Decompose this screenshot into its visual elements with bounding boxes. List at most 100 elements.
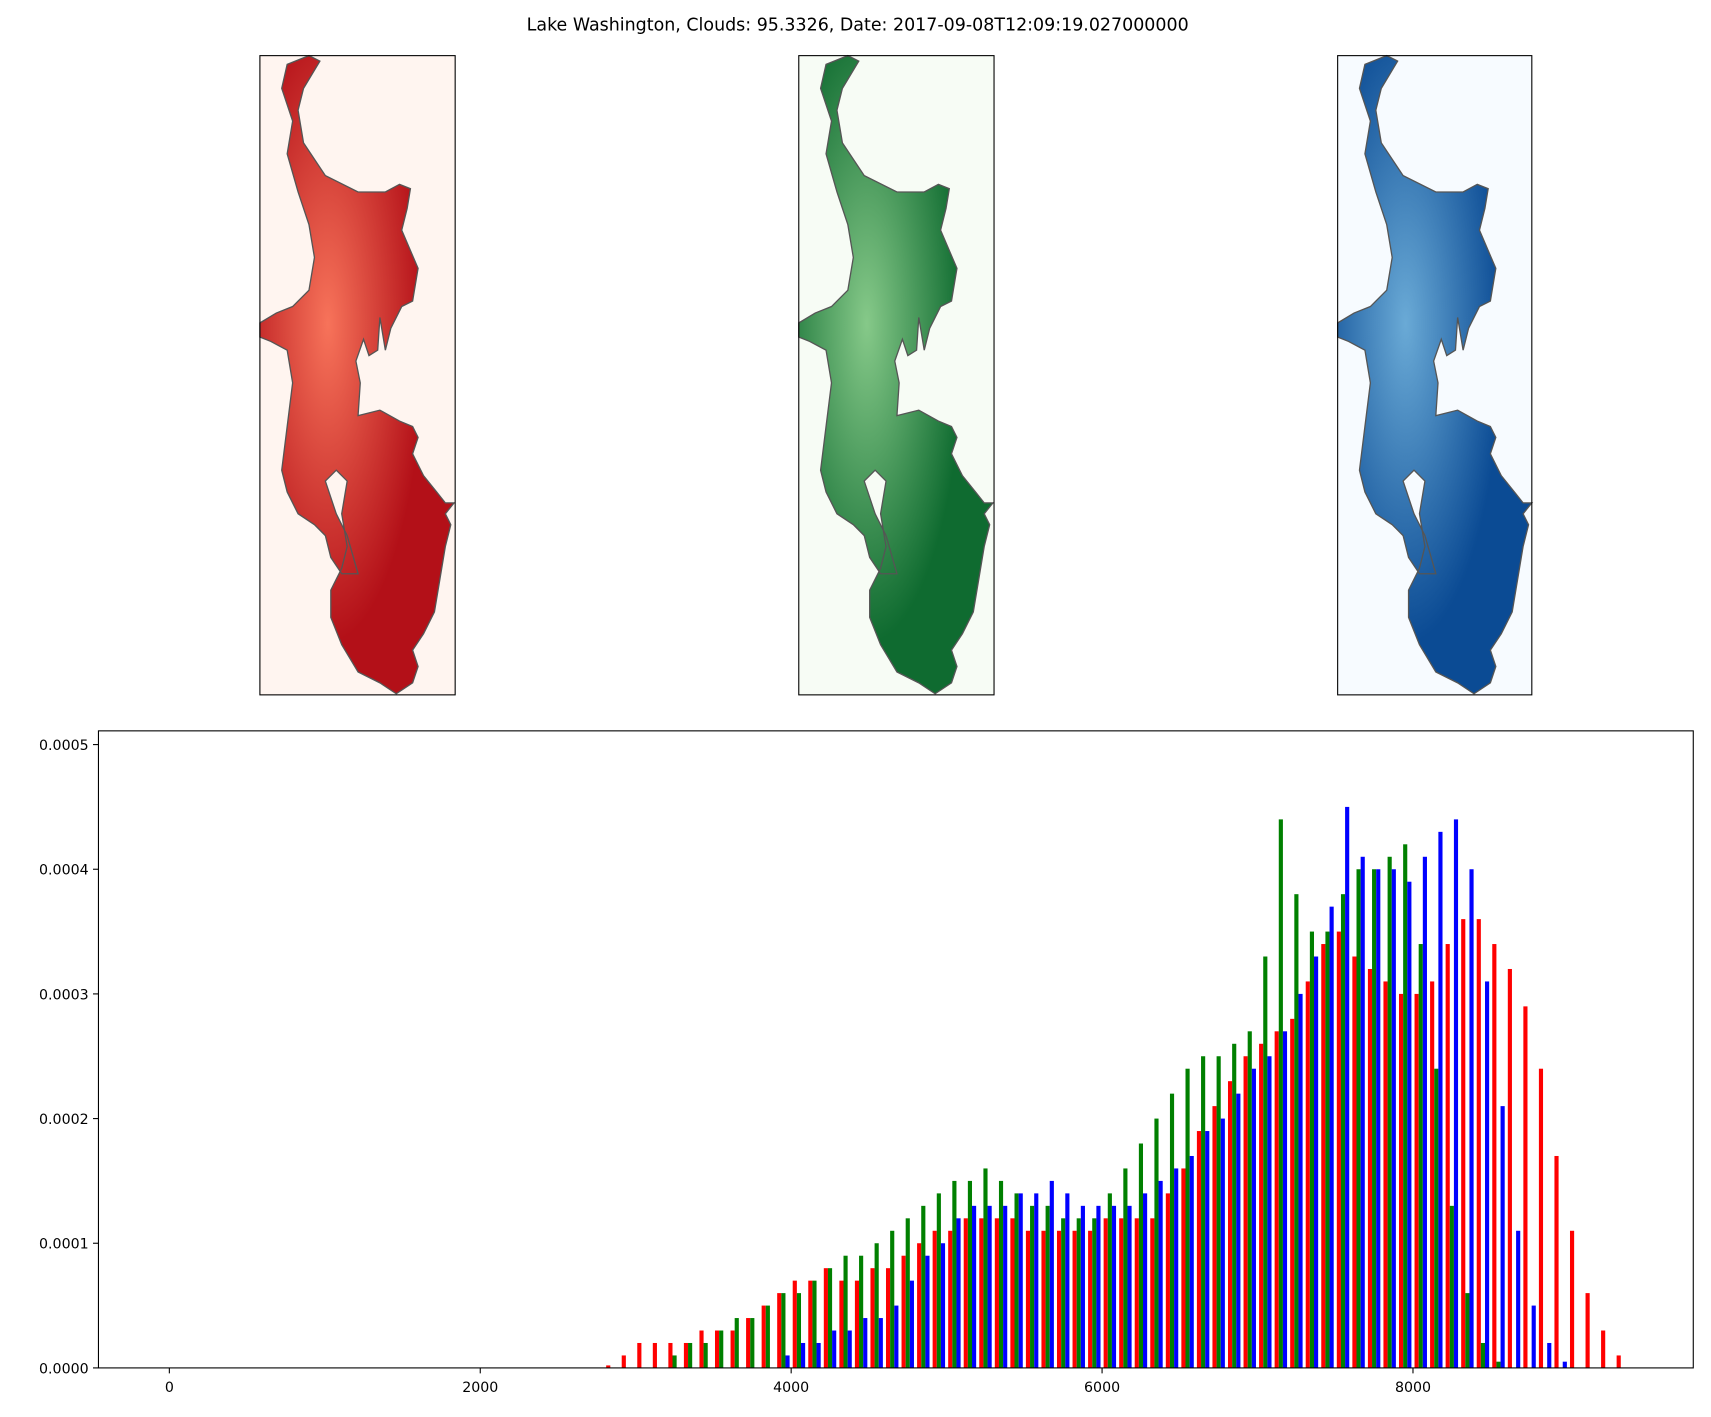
- bar: [816, 1342, 821, 1368]
- bar: [1088, 1230, 1093, 1368]
- bar: [1492, 944, 1497, 1368]
- bar: [1585, 1293, 1590, 1368]
- bar: [1205, 1131, 1210, 1368]
- bar: [1243, 1056, 1248, 1368]
- bar: [1065, 1193, 1070, 1368]
- bar: [979, 1218, 984, 1368]
- bar: [792, 1280, 797, 1368]
- bar: [1076, 1218, 1081, 1368]
- bar: [1150, 1218, 1155, 1368]
- bar: [1267, 1056, 1272, 1368]
- bar: [746, 1318, 751, 1368]
- bar: [1227, 1081, 1233, 1368]
- bar: [1554, 1155, 1559, 1368]
- bar: [785, 1355, 790, 1368]
- bar: [1325, 931, 1330, 1368]
- bar: [1165, 1193, 1170, 1368]
- bar: [1469, 869, 1474, 1368]
- bar: [672, 1355, 677, 1368]
- bar: [1562, 1361, 1567, 1368]
- bar: [1201, 1056, 1206, 1368]
- bar: [1080, 1205, 1085, 1368]
- bar: [1259, 1043, 1264, 1368]
- bar: [1376, 869, 1381, 1368]
- bar: [1305, 981, 1310, 1368]
- bar: [956, 1218, 961, 1368]
- bar: [765, 1305, 770, 1368]
- bar: [1092, 1218, 1097, 1368]
- bar: [1336, 931, 1341, 1368]
- bar: [781, 1293, 786, 1368]
- bar: [1407, 881, 1412, 1368]
- bar: [1030, 1205, 1035, 1368]
- bar: [1430, 981, 1435, 1368]
- bar: [714, 1330, 720, 1368]
- bar: [1212, 1106, 1217, 1368]
- bar: [1096, 1205, 1101, 1368]
- bar: [652, 1342, 657, 1368]
- bar: [1309, 931, 1315, 1368]
- y-tick-label: 0.0005: [39, 738, 89, 754]
- bar: [940, 1243, 946, 1368]
- bar: [1056, 1230, 1062, 1368]
- bar: [1601, 1330, 1606, 1368]
- bar: [1461, 919, 1466, 1368]
- bar: [719, 1330, 724, 1368]
- bar: [1616, 1355, 1621, 1368]
- bar: [777, 1293, 782, 1368]
- bar: [1061, 1218, 1066, 1368]
- bar: [1189, 1155, 1194, 1368]
- bar: [1507, 968, 1512, 1368]
- bar: [832, 1330, 837, 1368]
- bar: [1438, 831, 1443, 1368]
- bar: [1018, 1193, 1023, 1368]
- bar: [1134, 1218, 1139, 1368]
- bar: [987, 1205, 992, 1368]
- bar: [972, 1205, 977, 1368]
- bar: [1516, 1230, 1521, 1368]
- bar: [1232, 1043, 1237, 1368]
- bar: [1321, 944, 1326, 1368]
- x-tick-label: 2000: [462, 1380, 498, 1396]
- bar: [917, 1243, 922, 1368]
- bar: [1185, 1068, 1190, 1368]
- bar: [1372, 869, 1377, 1368]
- bar: [750, 1318, 755, 1368]
- bar: [909, 1280, 914, 1368]
- bar: [1174, 1168, 1179, 1368]
- bar: [1138, 1143, 1144, 1368]
- bar: [668, 1342, 673, 1368]
- bar: [1154, 1118, 1159, 1368]
- bar: [890, 1230, 895, 1368]
- bar: [683, 1342, 689, 1368]
- bar: [952, 1180, 957, 1368]
- bar: [1345, 806, 1350, 1368]
- bar: [1025, 1230, 1031, 1368]
- figure-title: Lake Washington, Clouds: 95.3326, Date: …: [527, 16, 1189, 36]
- bar: [1143, 1193, 1148, 1368]
- bar: [1049, 1180, 1054, 1368]
- y-tick-label: 0.0000: [39, 1361, 89, 1377]
- bar: [1480, 1342, 1486, 1368]
- green-panel: [798, 54, 995, 696]
- bar: [1294, 894, 1299, 1368]
- bar: [1476, 919, 1481, 1368]
- plot-frame: [97, 730, 1694, 1369]
- bar: [1329, 906, 1334, 1368]
- bar: [983, 1168, 988, 1368]
- bar: [1107, 1193, 1112, 1368]
- bar: [1220, 1118, 1225, 1368]
- bar: [1216, 1056, 1221, 1368]
- x-tick-label: 4000: [773, 1380, 809, 1396]
- blue-panel: [1336, 54, 1533, 696]
- y-tick-label: 0.0001: [39, 1237, 89, 1253]
- bar: [894, 1305, 899, 1368]
- bar: [901, 1255, 906, 1368]
- bar: [1103, 1218, 1108, 1368]
- bar: [839, 1280, 844, 1368]
- bar: [1158, 1180, 1163, 1368]
- bar: [948, 1230, 953, 1368]
- bar: [1014, 1193, 1019, 1368]
- bar: [1072, 1230, 1077, 1368]
